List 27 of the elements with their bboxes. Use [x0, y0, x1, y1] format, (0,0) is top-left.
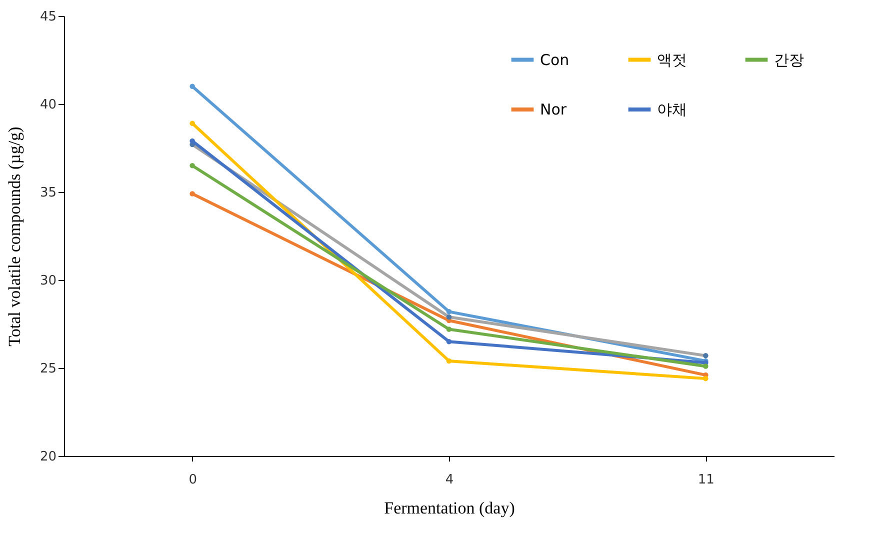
x-tick-label: 4	[445, 472, 454, 488]
y-tick-label: 20	[40, 450, 56, 464]
y-tick-label: 25	[40, 362, 56, 376]
y-tick-label: 45	[40, 10, 56, 24]
y-axis-title: Total volatile compounds (µg/g)	[4, 126, 24, 346]
legend-label: Con	[540, 50, 570, 69]
point	[190, 191, 195, 196]
point	[446, 326, 452, 332]
legend-label: 야채	[657, 100, 687, 118]
point	[190, 84, 195, 90]
y-tick-label: 40	[40, 98, 56, 112]
y-tick-label: 30	[40, 274, 56, 288]
x-tick-label: 0	[188, 472, 197, 488]
x-tick-label: 11	[698, 472, 714, 488]
point	[703, 364, 708, 369]
legend-label: 간장	[774, 50, 804, 69]
point	[190, 162, 195, 168]
legend-label: Nor	[540, 100, 568, 118]
point	[190, 138, 195, 144]
point	[446, 338, 452, 344]
point	[446, 309, 452, 314]
point	[703, 376, 708, 382]
legend-label: 액젓	[657, 50, 687, 69]
point	[446, 358, 452, 364]
x-axis-title: Fermentation (day)	[384, 498, 515, 518]
point	[190, 120, 195, 126]
y-tick-label: 35	[40, 186, 56, 200]
